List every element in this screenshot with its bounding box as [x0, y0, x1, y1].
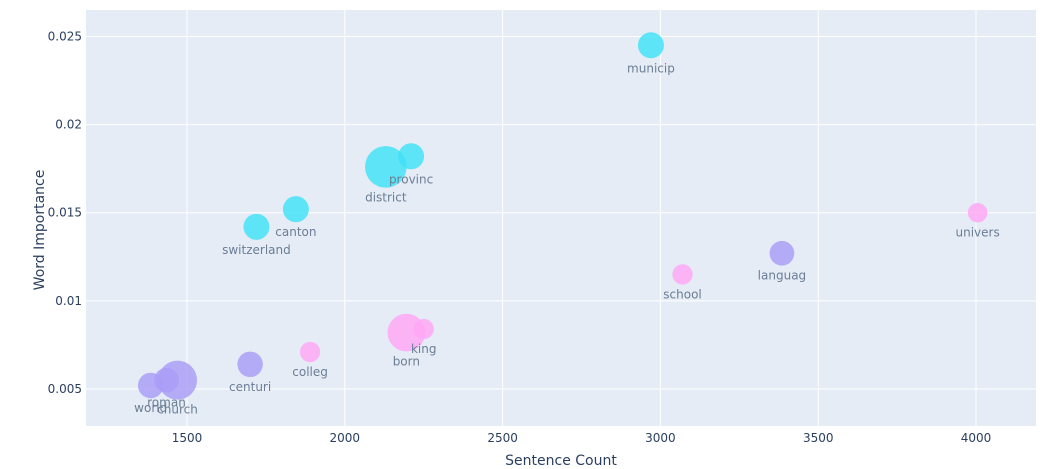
point-label: king [411, 342, 437, 356]
y-tick-label: 0.025 [48, 29, 82, 43]
point-label: world [134, 401, 167, 415]
scatter-points [137, 32, 988, 400]
x-tick-label: 4000 [961, 431, 992, 445]
scatter-point [365, 146, 407, 188]
scatter-point [243, 213, 270, 240]
y-axis-ticks: 0.005 0.01 0.015 0.02 0.025 [48, 29, 82, 396]
scatter-point [967, 202, 988, 223]
y-axis-title: Word Importance [32, 170, 48, 291]
scatter-point [413, 318, 434, 340]
x-tick-label: 3500 [803, 431, 834, 445]
point-label: roman [147, 396, 186, 410]
x-axis-ticks: 1500 2000 2500 3000 3500 4000 [172, 431, 992, 445]
point-label: born [393, 354, 420, 368]
point-label: school [663, 288, 701, 302]
point-label: languag [758, 269, 807, 283]
scatter-point [154, 367, 179, 393]
y-tick-label: 0.01 [55, 294, 82, 308]
x-tick-label: 2000 [330, 431, 361, 445]
scatter-point [237, 351, 263, 378]
point-label: church [157, 403, 198, 417]
plot-background [86, 10, 1036, 426]
point-label: switzerland [222, 243, 291, 257]
scatter-point [637, 32, 664, 59]
point-label: colleg [292, 365, 328, 379]
x-axis-title: Sentence Count [505, 453, 617, 469]
scatter-point [398, 143, 425, 170]
point-label: provinc [389, 172, 433, 186]
scatter-point [769, 240, 795, 266]
point-labels: municip provinc district canton switzerland u… [134, 61, 1000, 416]
scatter-point [282, 196, 309, 223]
point-label: municip [627, 61, 675, 75]
x-tick-label: 3000 [645, 431, 676, 445]
point-label: univers [956, 225, 1000, 239]
point-label: district [365, 191, 407, 205]
point-label: canton [275, 225, 316, 239]
y-tick-label: 0.015 [48, 206, 82, 220]
point-label: centuri [229, 380, 271, 394]
y-tick-label: 0.02 [55, 118, 82, 132]
x-tick-label: 2500 [487, 431, 518, 445]
scatter-point [299, 341, 321, 363]
x-tick-label: 1500 [172, 431, 203, 445]
y-tick-label: 0.005 [48, 382, 82, 396]
scatter-point [672, 264, 693, 285]
